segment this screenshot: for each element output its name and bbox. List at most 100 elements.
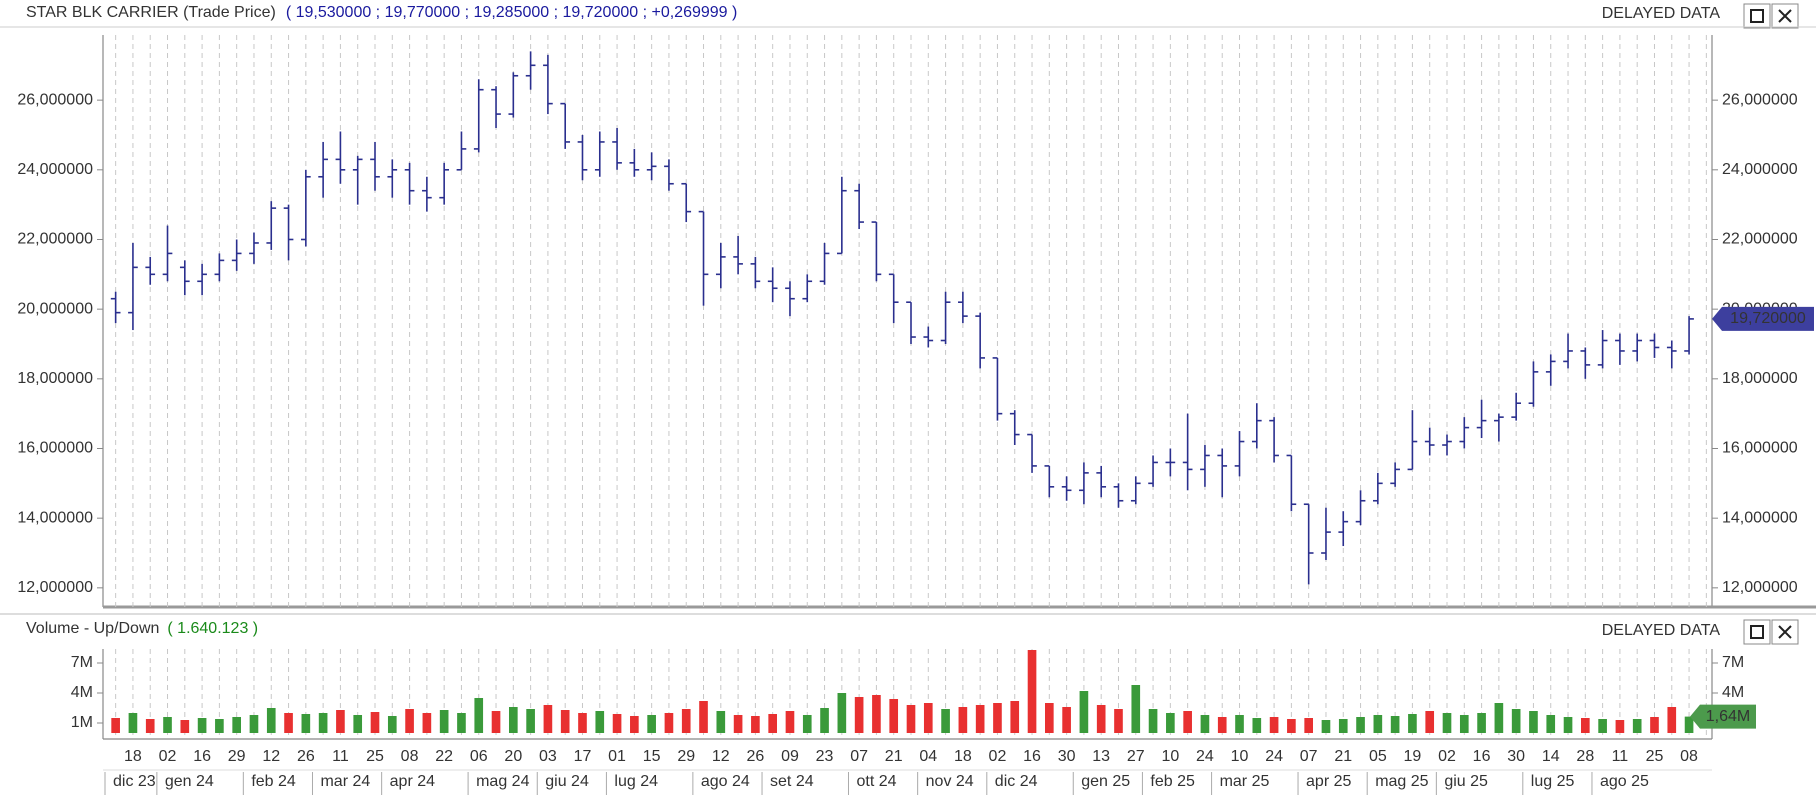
x-tick-label: 17 <box>574 748 592 765</box>
volume-bar <box>630 716 639 733</box>
y-tick-label: 24,000000 <box>17 161 93 178</box>
volume-bar <box>837 693 847 733</box>
x-tick-label: 15 <box>643 748 661 765</box>
x-tick-label: 23 <box>816 748 834 765</box>
volume-bar <box>1373 715 1383 733</box>
y-tick-label: 4M <box>71 684 93 701</box>
volume-bar <box>232 717 241 733</box>
y-tick-label: 18,000000 <box>17 370 93 387</box>
x-tick-label: 04 <box>919 748 937 765</box>
volume-bar <box>595 711 605 733</box>
y-tick-label: 18,000000 <box>1722 370 1798 387</box>
maximize-button[interactable] <box>1743 3 1771 29</box>
close-icon <box>1778 9 1792 23</box>
quote: ( 19,530000 ; 19,770000 ; 19,285000 ; 19… <box>286 4 738 21</box>
y-tick-label: 4M <box>1722 684 1744 701</box>
x-tick-label: 12 <box>262 748 280 765</box>
volume-bar <box>1269 717 1279 733</box>
month-label: apr 25 <box>1306 773 1351 790</box>
volume-bar <box>422 713 432 733</box>
volume-bar <box>1062 707 1071 733</box>
x-tick-label: 26 <box>746 748 764 765</box>
x-tick-label: 16 <box>1473 748 1491 765</box>
x-tick-label: 02 <box>159 748 177 765</box>
volume-bar <box>923 703 933 733</box>
x-tick-label: 19 <box>1404 748 1422 765</box>
chart-title: STAR BLK CARRIER (Trade Price) <box>26 4 276 21</box>
volume-bar <box>1684 716 1694 733</box>
volume-bar <box>1477 713 1486 733</box>
volume-bar <box>197 718 207 733</box>
month-label: apr 24 <box>390 773 435 790</box>
volume-bar <box>1096 705 1106 733</box>
volume-bar <box>958 707 968 733</box>
month-label: dic 24 <box>995 773 1038 790</box>
volume-bar <box>560 710 570 733</box>
close-button[interactable] <box>1771 3 1799 29</box>
volume-bar <box>647 715 656 733</box>
close-icon <box>1778 625 1792 639</box>
volume-bar <box>353 715 363 733</box>
x-tick-label: 03 <box>539 748 557 765</box>
volume-bar <box>1615 720 1625 733</box>
volume-bar <box>163 717 172 733</box>
volume-bar <box>474 698 484 733</box>
last-price-label: 19,720000 <box>1730 310 1806 327</box>
volume-bar <box>1356 717 1365 733</box>
volume-bar <box>1494 703 1504 733</box>
volume-bar <box>1045 703 1054 733</box>
y-tick-label: 22,000000 <box>17 231 93 248</box>
x-tick-label: 05 <box>1369 748 1387 765</box>
y-tick-label: 22,000000 <box>1722 231 1798 248</box>
volume-bar <box>1079 691 1089 733</box>
y-tick-label: 14,000000 <box>17 509 93 526</box>
month-label: feb 25 <box>1150 773 1195 790</box>
volume-bar <box>145 719 155 733</box>
status: DELAYED DATA <box>1602 5 1721 22</box>
month-label: mag 24 <box>476 773 529 790</box>
volume-bar <box>889 699 899 733</box>
volume-bar <box>1632 719 1642 733</box>
y-tick-label: 7M <box>1722 654 1744 671</box>
maximize-button[interactable] <box>1743 619 1771 645</box>
volume-value: ( 1.640.123 ) <box>167 620 258 637</box>
volume-bar <box>1650 717 1659 733</box>
x-tick-label: 16 <box>1023 748 1041 765</box>
x-tick-label: 13 <box>1092 748 1110 765</box>
month-label: gen 24 <box>165 773 214 790</box>
volume-bar <box>699 701 708 733</box>
x-tick-label: 30 <box>1507 748 1525 765</box>
x-tick-label: 25 <box>1646 748 1664 765</box>
volume-bar <box>1563 717 1573 733</box>
x-tick-label: 30 <box>1058 748 1076 765</box>
x-tick-label: 21 <box>1334 748 1352 765</box>
x-tick-label: 18 <box>124 748 142 765</box>
x-tick-label: 02 <box>989 748 1007 765</box>
volume-bar <box>1200 715 1210 733</box>
last-volume-tag <box>1690 704 1756 729</box>
volume-bar <box>975 705 985 733</box>
x-tick-label: 07 <box>850 748 868 765</box>
volume-bar <box>612 714 622 733</box>
x-tick-label: 10 <box>1161 748 1179 765</box>
status: DELAYED DATA <box>1602 622 1721 639</box>
volume-bar <box>1252 718 1262 733</box>
volume-bar <box>301 714 311 733</box>
volume-bar <box>1408 714 1417 733</box>
volume-bar <box>1546 715 1556 733</box>
x-tick-label: 07 <box>1300 748 1318 765</box>
maximize-icon <box>1750 9 1764 23</box>
volume-bar <box>215 719 224 733</box>
volume-bar <box>664 713 674 733</box>
y-tick-label: 26,000000 <box>17 91 93 108</box>
x-tick-label: 10 <box>1231 748 1249 765</box>
volume-bar <box>1131 685 1141 733</box>
x-tick-label: 11 <box>332 748 349 765</box>
x-tick-label: 11 <box>1612 748 1629 765</box>
x-tick-label: 26 <box>297 748 315 765</box>
month-label: lug 24 <box>614 773 658 790</box>
volume-bar <box>1511 709 1521 733</box>
x-tick-label: 08 <box>401 748 419 765</box>
volume-bar <box>491 711 501 733</box>
volume-bar <box>1114 709 1123 733</box>
